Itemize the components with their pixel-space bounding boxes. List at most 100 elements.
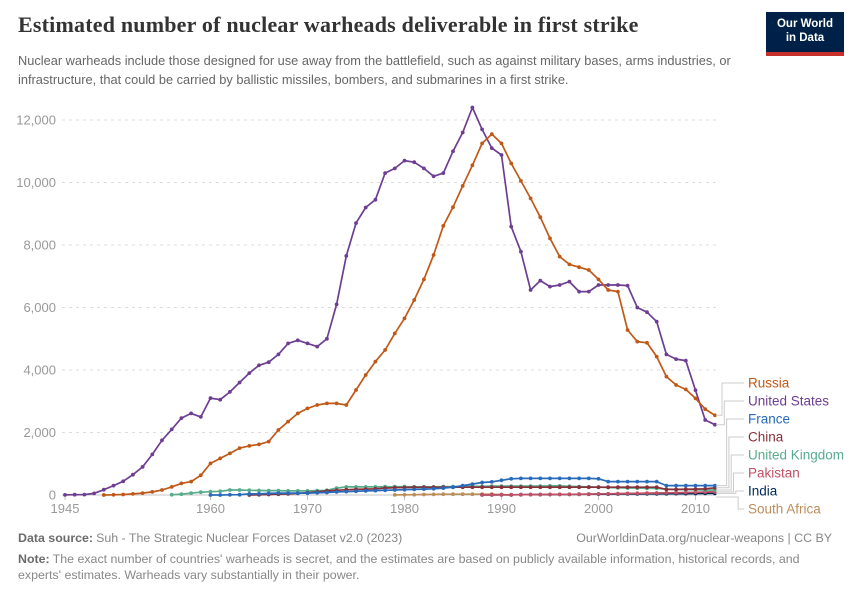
page-title: Estimated number of nuclear warheads del… bbox=[18, 12, 639, 37]
series-line-united-states bbox=[64, 106, 716, 496]
legend-label-france[interactable]: France bbox=[748, 412, 790, 427]
data-point bbox=[557, 283, 562, 287]
data-point bbox=[266, 360, 271, 365]
data-point bbox=[198, 415, 203, 419]
legend-connector-china bbox=[716, 436, 744, 489]
data-point bbox=[519, 179, 523, 183]
data-point bbox=[72, 492, 77, 497]
data-point bbox=[383, 488, 387, 493]
data-point bbox=[140, 465, 145, 469]
data-point bbox=[635, 339, 640, 344]
data-point bbox=[538, 485, 543, 490]
data-point bbox=[325, 336, 329, 341]
data-point bbox=[713, 413, 717, 418]
data-point bbox=[286, 341, 290, 346]
series-pakistan[interactable] bbox=[480, 490, 717, 497]
legend-connector-united-states bbox=[716, 400, 744, 426]
data-point bbox=[247, 492, 252, 496]
x-tick-label: 1970 bbox=[293, 501, 322, 516]
data-point bbox=[383, 348, 387, 352]
data-point bbox=[295, 411, 300, 416]
data-point bbox=[422, 487, 426, 491]
data-point bbox=[596, 476, 601, 481]
series-united-states[interactable] bbox=[63, 105, 717, 497]
data-point bbox=[557, 476, 562, 481]
data-point bbox=[596, 283, 601, 287]
data-point bbox=[208, 461, 213, 466]
legend-label-pakistan[interactable]: Pakistan bbox=[748, 466, 800, 481]
data-point bbox=[228, 488, 232, 492]
data-point bbox=[586, 268, 591, 272]
data-point bbox=[228, 390, 232, 394]
data-point bbox=[257, 491, 261, 496]
data-point bbox=[344, 403, 349, 407]
source-label: Data source: bbox=[18, 531, 94, 545]
data-point bbox=[470, 163, 475, 168]
data-point bbox=[489, 485, 494, 490]
data-point bbox=[606, 479, 611, 484]
data-point bbox=[683, 358, 688, 363]
data-point bbox=[509, 485, 514, 490]
data-point bbox=[625, 491, 630, 496]
data-point bbox=[257, 488, 261, 493]
owid-citation-link[interactable]: OurWorldinData.org/nuclear-weapons | CC … bbox=[576, 531, 832, 545]
data-point bbox=[412, 298, 417, 302]
data-point bbox=[489, 480, 494, 484]
data-point bbox=[480, 127, 484, 132]
data-point bbox=[509, 224, 514, 229]
legend-label-south-africa[interactable]: South Africa bbox=[748, 502, 821, 517]
data-point bbox=[402, 158, 407, 163]
series-russia[interactable] bbox=[101, 132, 717, 497]
data-point bbox=[169, 492, 174, 497]
data-point bbox=[92, 491, 96, 496]
data-point bbox=[645, 491, 649, 495]
data-point bbox=[305, 341, 310, 346]
data-point bbox=[237, 446, 242, 450]
data-point bbox=[334, 401, 339, 406]
data-point bbox=[247, 444, 252, 448]
data-point bbox=[509, 161, 514, 166]
data-point bbox=[693, 483, 698, 488]
series-france[interactable] bbox=[208, 476, 717, 497]
data-point bbox=[489, 146, 494, 151]
data-point bbox=[451, 492, 455, 497]
data-point bbox=[616, 485, 620, 490]
data-point bbox=[635, 305, 640, 310]
data-point bbox=[373, 197, 378, 202]
data-point bbox=[460, 492, 465, 497]
data-point bbox=[237, 492, 242, 497]
legend-connector-russia bbox=[716, 382, 744, 416]
data-point bbox=[218, 397, 223, 402]
data-point bbox=[179, 481, 184, 486]
legend-label-china[interactable]: China bbox=[748, 430, 784, 445]
data-point bbox=[198, 490, 203, 495]
data-point bbox=[295, 491, 300, 495]
data-point bbox=[567, 476, 572, 481]
data-point bbox=[412, 492, 417, 497]
data-point bbox=[266, 488, 271, 493]
data-point bbox=[654, 491, 659, 495]
data-point bbox=[499, 153, 504, 157]
legend-label-russia[interactable]: Russia bbox=[748, 376, 790, 391]
data-point bbox=[131, 472, 135, 477]
data-point bbox=[121, 492, 126, 497]
legend-label-united-kingdom[interactable]: United Kingdom bbox=[748, 448, 844, 463]
y-tick-label: 10,000 bbox=[16, 175, 56, 190]
data-point bbox=[654, 485, 659, 490]
data-point bbox=[431, 174, 436, 179]
legend-label-india[interactable]: India bbox=[748, 484, 778, 499]
data-point bbox=[538, 492, 543, 497]
data-point bbox=[567, 262, 572, 267]
x-tick-label: 2010 bbox=[681, 501, 710, 516]
legend-label-united-states[interactable]: United States bbox=[748, 394, 829, 409]
data-point bbox=[635, 485, 640, 490]
data-point bbox=[586, 289, 591, 294]
data-point bbox=[577, 265, 581, 270]
data-point bbox=[703, 486, 708, 491]
chart-footer: Data source: Suh - The Strategic Nuclear … bbox=[18, 530, 832, 584]
data-point bbox=[557, 254, 562, 259]
legend-connector-india bbox=[716, 490, 744, 494]
data-point bbox=[528, 485, 533, 490]
note-label: Note: bbox=[18, 551, 50, 566]
